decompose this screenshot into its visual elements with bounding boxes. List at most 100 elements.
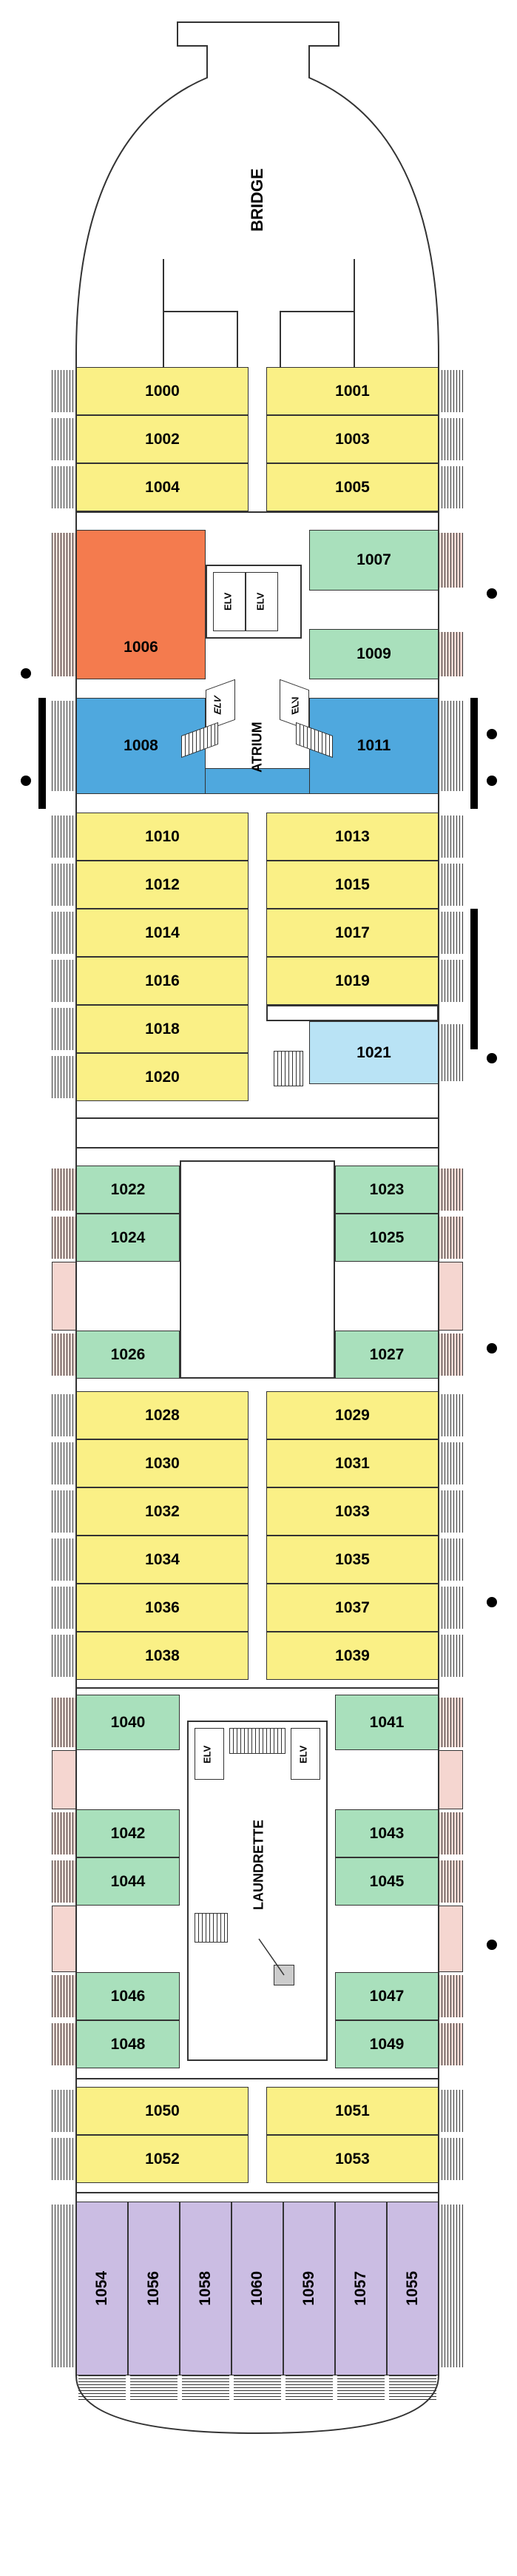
cabin-1046: 1046: [76, 1972, 180, 2020]
balcony-gap: [439, 1750, 463, 1809]
cabin-1045: 1045: [335, 1857, 439, 1906]
balcony: [52, 864, 76, 906]
balcony: [439, 1975, 463, 2017]
bridge-label: BRIDGE: [243, 126, 272, 274]
elevator-lobby: [206, 565, 302, 639]
wall: [76, 511, 439, 513]
deck-plan: BRIDGE1000100210041001100310051006100710…: [0, 0, 517, 2576]
balcony: [439, 815, 463, 858]
stairs: [229, 1728, 285, 1754]
cabin-1057: 1057: [335, 2202, 387, 2375]
marker-dot: [487, 1940, 497, 1950]
cabin-1038: 1038: [76, 1632, 249, 1680]
balcony: [439, 864, 463, 906]
wall: [76, 2192, 439, 2193]
cabin-1029: 1029: [266, 1391, 439, 1439]
cabin-1027: 1027: [335, 1331, 439, 1379]
cabin-1043: 1043: [335, 1809, 439, 1857]
cabin-1015: 1015: [266, 861, 439, 909]
balcony: [439, 1538, 463, 1581]
wall: [237, 311, 238, 367]
balcony: [439, 701, 463, 791]
marker-dot: [487, 1343, 497, 1353]
balcony: [439, 2090, 463, 2132]
marker-dot: [487, 1053, 497, 1063]
elv-label: ELV: [287, 684, 303, 727]
balcony: [439, 1217, 463, 1259]
cabin-1024: 1024: [76, 1214, 180, 1262]
balcony: [52, 815, 76, 858]
balcony-gap: [439, 1262, 463, 1331]
cabin-1031: 1031: [266, 1439, 439, 1487]
cabin-1028: 1028: [76, 1391, 249, 1439]
stairs: [195, 1913, 228, 1943]
wall: [280, 311, 281, 367]
cabin-1058: 1058: [180, 2202, 232, 2375]
elv-label: ELV: [296, 1734, 311, 1775]
cabin-1056: 1056: [128, 2202, 180, 2375]
balcony: [439, 418, 463, 460]
balcony: [439, 466, 463, 508]
balcony: [52, 1056, 76, 1098]
cabin-1051: 1051: [266, 2087, 439, 2135]
cabin-1042: 1042: [76, 1809, 180, 1857]
balcony: [439, 1394, 463, 1436]
balcony: [52, 1442, 76, 1484]
balcony: [130, 2375, 178, 2400]
wall: [163, 259, 164, 367]
balcony: [439, 1698, 463, 1747]
balcony: [439, 632, 463, 676]
cabin-1017: 1017: [266, 909, 439, 957]
marker-dot: [487, 776, 497, 786]
balcony-gap: [52, 1262, 76, 1331]
cabin-1049: 1049: [335, 2020, 439, 2068]
balcony: [52, 1635, 76, 1677]
service-box: [274, 1965, 294, 1985]
balcony: [337, 2375, 385, 2400]
cabin-1041: 1041: [335, 1695, 439, 1750]
cabin-1000: 1000: [76, 367, 249, 415]
balcony: [439, 2138, 463, 2180]
cabin-1016: 1016: [76, 957, 249, 1005]
balcony: [439, 1024, 463, 1081]
marker-dot: [487, 1597, 497, 1607]
balcony: [389, 2375, 436, 2400]
cabin-1052: 1052: [76, 2135, 249, 2183]
balcony: [52, 1490, 76, 1533]
balcony: [439, 1587, 463, 1629]
service: [266, 1005, 439, 1021]
elv-label: ELV: [200, 1734, 214, 1775]
balcony: [52, 1975, 76, 2017]
balcony: [439, 1168, 463, 1211]
balcony: [439, 912, 463, 954]
balcony: [52, 1394, 76, 1436]
side-bar: [38, 698, 46, 809]
cabin-1025: 1025: [335, 1214, 439, 1262]
balcony: [234, 2375, 281, 2400]
balcony-gap: [52, 1906, 76, 1972]
cabin-1013: 1013: [266, 813, 439, 861]
atrium-label: ATRIUM: [243, 699, 272, 796]
cabin-1012: 1012: [76, 861, 249, 909]
cabin-1040: 1040: [76, 1695, 180, 1750]
cabin-1053: 1053: [266, 2135, 439, 2183]
wall: [76, 1117, 439, 1119]
cabin-1004: 1004: [76, 463, 249, 511]
balcony: [439, 960, 463, 1002]
balcony-gap: [439, 1906, 463, 1972]
cabin-1023: 1023: [335, 1166, 439, 1214]
cabin-1030: 1030: [76, 1439, 249, 1487]
cabin-1014: 1014: [76, 909, 249, 957]
balcony: [439, 1442, 463, 1484]
balcony: [439, 1635, 463, 1677]
cabin-1036: 1036: [76, 1584, 249, 1632]
balcony: [78, 2375, 126, 2400]
wall: [163, 311, 237, 312]
cabin-1060: 1060: [232, 2202, 283, 2375]
balcony: [52, 912, 76, 954]
balcony: [52, 1217, 76, 1259]
side-bar: [470, 909, 478, 1049]
marker-dot: [487, 729, 497, 739]
wall: [76, 1687, 439, 1689]
side-bar: [470, 698, 478, 809]
